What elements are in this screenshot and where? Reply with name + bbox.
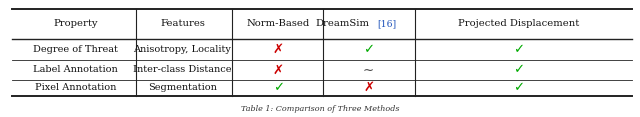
- Text: Features: Features: [160, 20, 205, 28]
- Text: Degree of Threat: Degree of Threat: [33, 45, 118, 54]
- Text: ✓: ✓: [513, 43, 524, 56]
- Text: Table 1: Comparison of Three Methods: Table 1: Comparison of Three Methods: [241, 105, 399, 113]
- Text: Property: Property: [53, 20, 98, 28]
- Text: ✓: ✓: [273, 81, 284, 94]
- Text: ✓: ✓: [513, 63, 524, 76]
- Text: ✓: ✓: [513, 81, 524, 94]
- Text: ✓: ✓: [363, 43, 374, 56]
- Text: Projected Displacement: Projected Displacement: [458, 20, 579, 28]
- Text: ✗: ✗: [273, 43, 284, 56]
- Text: Label Annotation: Label Annotation: [33, 65, 118, 74]
- Text: Inter-class Distance: Inter-class Distance: [133, 65, 232, 74]
- Text: Anisotropy, Locality: Anisotropy, Locality: [134, 45, 231, 54]
- Text: ∼: ∼: [363, 63, 374, 76]
- Text: DreamSim: DreamSim: [316, 20, 369, 28]
- Text: ✗: ✗: [273, 63, 284, 76]
- Text: Pixel Annotation: Pixel Annotation: [35, 83, 116, 92]
- Text: Norm-Based: Norm-Based: [247, 20, 310, 28]
- Text: ✗: ✗: [363, 81, 374, 94]
- Text: [16]: [16]: [378, 20, 397, 28]
- Text: Segmentation: Segmentation: [148, 83, 217, 92]
